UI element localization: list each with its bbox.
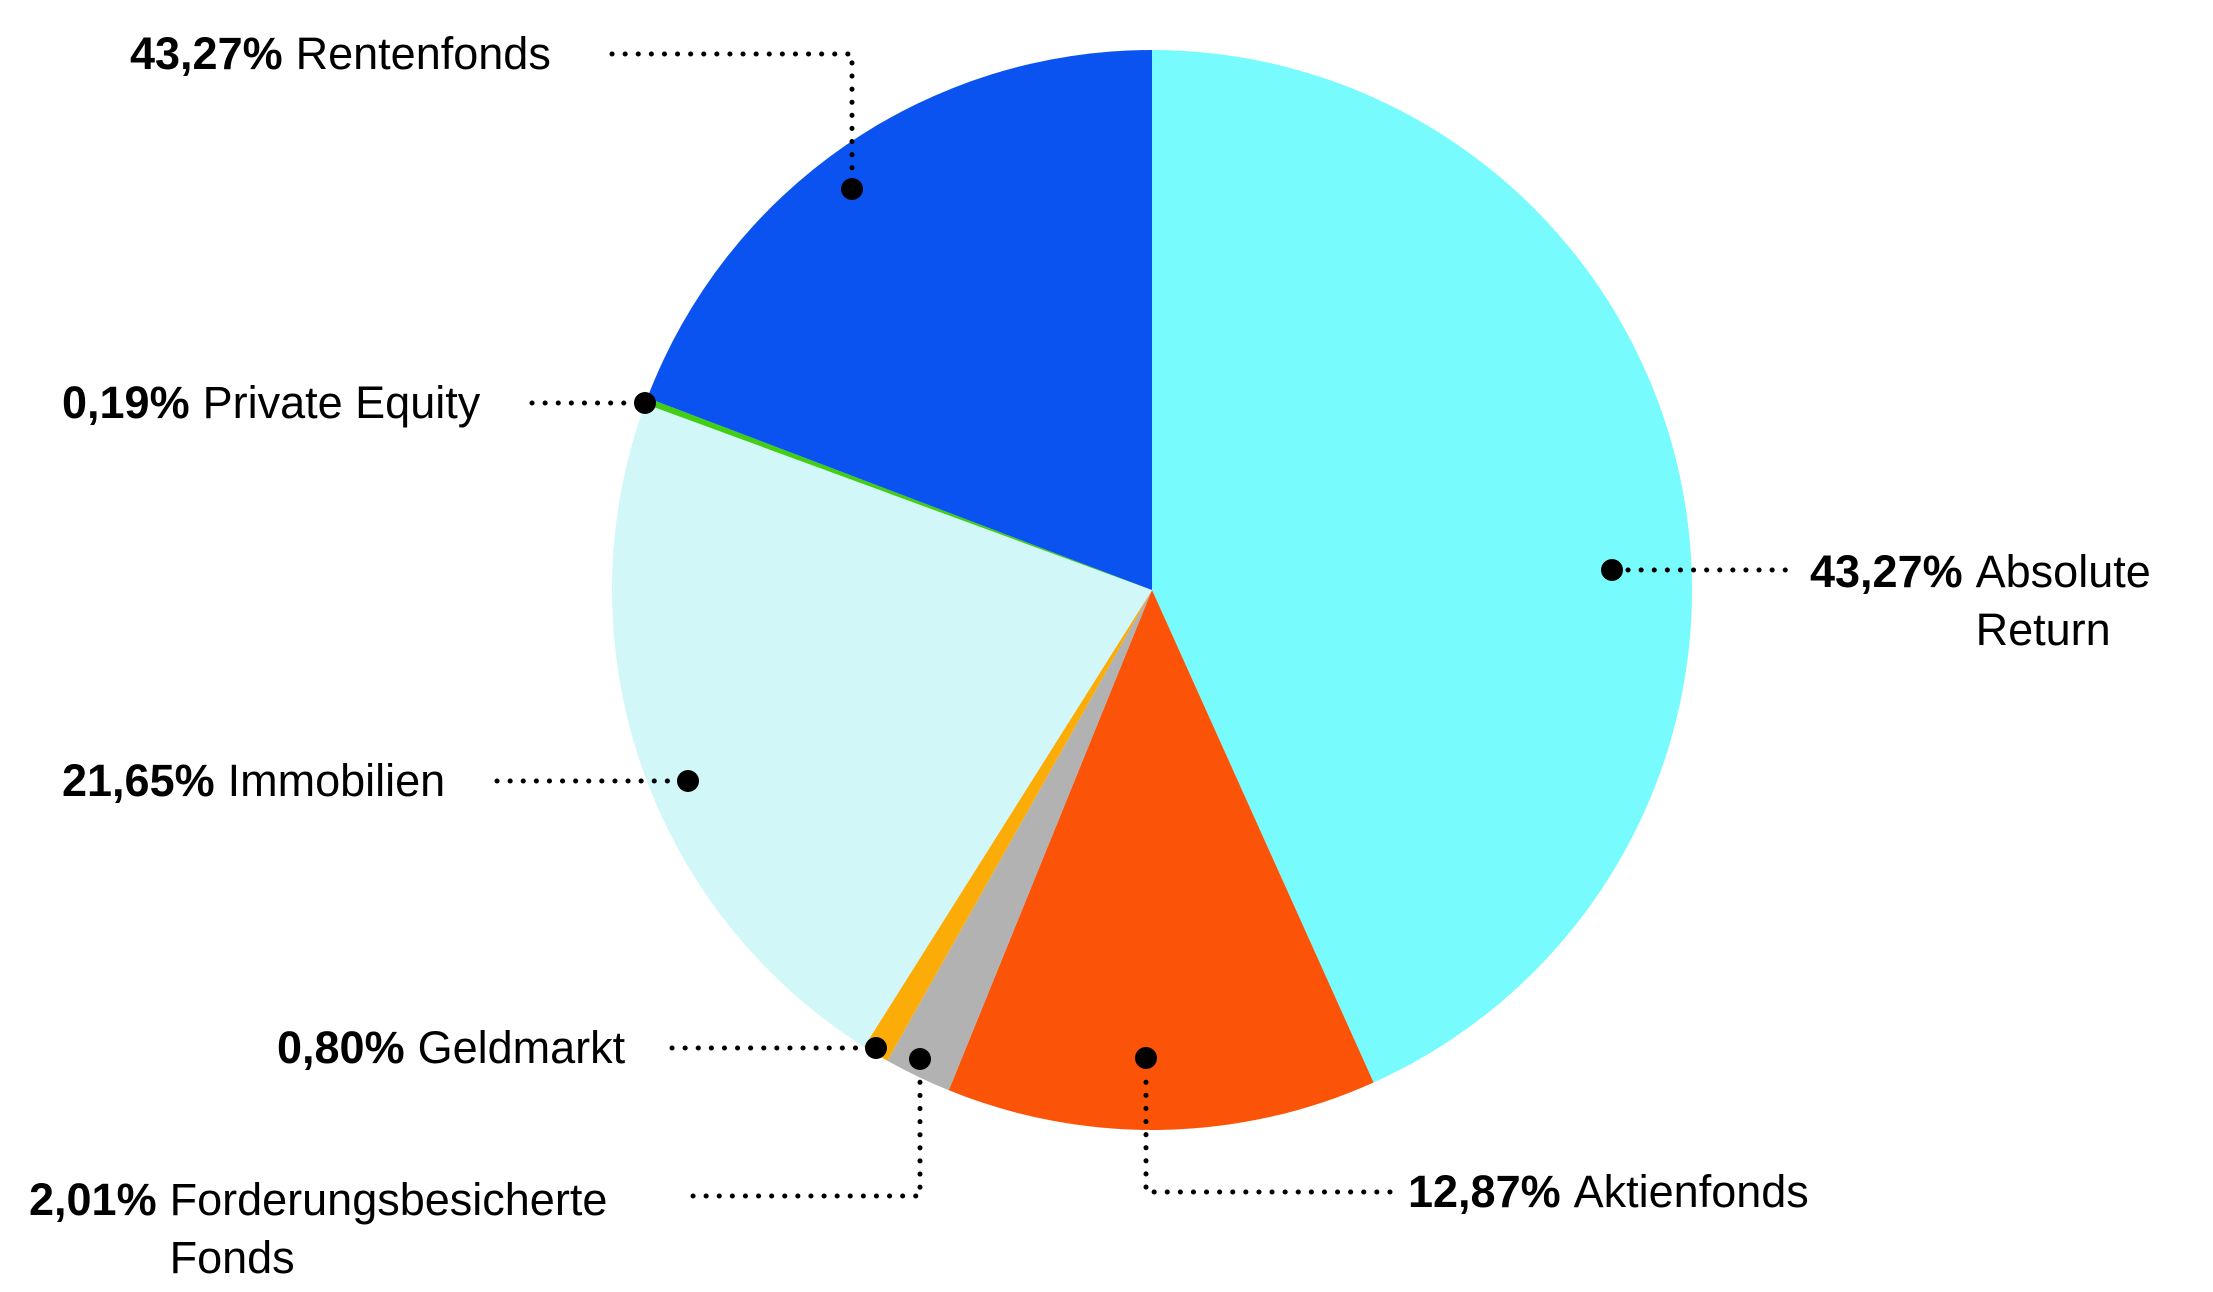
label-aktienfonds: 12,87% Aktienfonds [1408, 1165, 1809, 1219]
label-rentenfonds: 43,27% Rentenfonds [130, 27, 551, 81]
dot-forderung [909, 1048, 931, 1070]
label-absolute-percent: 43,27% [1810, 546, 1963, 597]
label-geldmarkt-percent: 0,80% [277, 1022, 405, 1073]
pie-slice-aktienfonds [948, 590, 1374, 1131]
pie-slice-forderungsbesicherte-fonds [887, 590, 1152, 1091]
pie-slice-absolute-return [1152, 50, 1693, 1083]
pie-slice-immobilien [611, 403, 1152, 1047]
label-private-equity-percent: 0,19% [62, 377, 190, 428]
label-immobilien-percent: 21,65% [62, 755, 215, 806]
pie-slice-private-equity [645, 397, 1152, 590]
dot-immobilien [677, 770, 699, 792]
label-immobilien: 21,65% Immobilien [62, 754, 445, 808]
dot-rentenfonds [841, 178, 863, 200]
dot-geldmarkt [865, 1037, 887, 1059]
label-geldmarkt: 0,80% Geldmarkt [277, 1021, 625, 1075]
label-private-equity-name: Private Equity [202, 377, 481, 428]
pie-slices [611, 50, 1693, 1131]
label-aktienfonds-percent: 12,87% [1408, 1166, 1561, 1217]
label-forderung-percent: 2,01% [29, 1174, 157, 1225]
dot-private-equity [634, 392, 656, 414]
pie-slice-geldmarkt [864, 590, 1152, 1061]
label-geldmarkt-name: Geldmarkt [417, 1022, 626, 1073]
dot-aktienfonds [1135, 1047, 1157, 1069]
leader-rentenfonds [609, 51, 855, 179]
label-private-equity: 0,19% Private Equity [62, 376, 480, 430]
label-rentenfonds-percent: 43,27% [130, 28, 283, 79]
label-absolute-return: 43,27% Absolute Return [1810, 543, 2196, 659]
label-absolute-name: Absolute Return [1975, 546, 2151, 655]
label-forderungsbesicherte-fonds: 2,01% Forderungsbesicherte Fonds [29, 1171, 700, 1287]
dot-absolute-return [1601, 559, 1623, 581]
label-immobilien-name: Immobilien [227, 755, 446, 806]
leader-forderung [690, 1071, 923, 1199]
label-forderung-name: Forderungsbesicherte Fonds [169, 1174, 608, 1283]
label-aktienfonds-name: Aktienfonds [1573, 1166, 1809, 1217]
pie-slice-rentenfonds [647, 50, 1152, 590]
label-rentenfonds-name: Rentenfonds [295, 28, 551, 79]
